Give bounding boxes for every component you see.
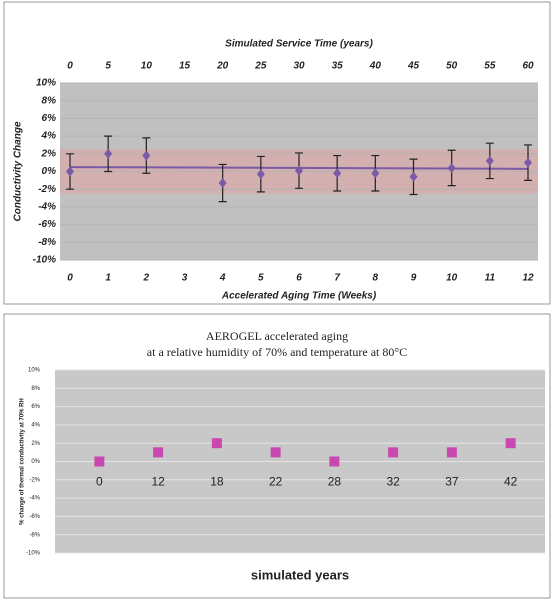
x-tick-label: 12	[151, 475, 165, 489]
x-tick-label: 0	[67, 273, 73, 284]
x2-tick-label: 55	[484, 61, 496, 72]
x2-axis-title: Simulated Service Time (years)	[225, 39, 373, 50]
x2-tick-label: 60	[522, 61, 534, 72]
chart-title: AEROGEL accelerated aging	[206, 329, 348, 343]
x2-tick-label: 50	[446, 61, 458, 72]
x2-tick-label: 35	[332, 61, 344, 72]
y-tick-label: -10%	[33, 255, 56, 266]
y-tick-label: 10%	[28, 368, 41, 374]
marker	[524, 157, 532, 168]
chart-subtitle: at a relative humidity of 70% and temper…	[147, 345, 407, 359]
y-tick-label: -6%	[38, 219, 56, 230]
x-tick-label: 5	[258, 273, 264, 284]
marker	[94, 456, 105, 467]
x2-tick-label: 15	[179, 61, 191, 72]
y-tick-label: -4%	[29, 496, 40, 502]
marker	[104, 148, 113, 159]
x-tick-label: 37	[445, 475, 459, 489]
y-tick-label: 2%	[41, 148, 57, 159]
x-tick-label: 6	[296, 273, 302, 284]
marker	[256, 169, 265, 180]
y-tick-label: 0%	[42, 166, 57, 177]
marker	[388, 447, 399, 458]
marker	[295, 165, 303, 176]
y-tick-label: 4%	[41, 131, 57, 142]
x-tick-label: 22	[269, 475, 283, 489]
x-tick-label: 11	[485, 273, 496, 284]
y-tick-label: 10%	[36, 78, 56, 89]
x2-tick-label: 0	[67, 61, 73, 72]
marker	[211, 438, 222, 449]
x-tick-label: 10	[446, 273, 458, 284]
x-tick-label: 2	[143, 273, 150, 284]
marker	[142, 150, 151, 161]
marker	[66, 166, 74, 177]
x-tick-label: 4	[219, 273, 226, 284]
y-tick-label: 8%	[31, 386, 40, 392]
y-tick-label: -8%	[38, 237, 56, 248]
x2-tick-label: 5	[105, 61, 111, 72]
x-tick-label: 32	[386, 475, 400, 489]
x2-tick-label: 20	[216, 61, 229, 72]
x-tick-label: 0	[96, 475, 103, 489]
marker	[329, 456, 340, 467]
x2-tick-label: 10	[141, 61, 153, 72]
x-axis-title: simulated years	[251, 567, 349, 582]
marker	[371, 168, 380, 179]
x-tick-label: 1	[105, 273, 111, 284]
y-tick-label: 2%	[31, 441, 40, 447]
x-tick-label: 3	[182, 273, 188, 284]
x-tick-label: 7	[334, 273, 340, 284]
marker	[333, 168, 342, 179]
marker	[505, 438, 516, 449]
marker	[446, 447, 457, 458]
y-tick-label: 4%	[31, 422, 40, 428]
y-tick-label: -10%	[26, 551, 41, 557]
y-tick-label: -8%	[29, 532, 40, 538]
x2-tick-label: 45	[407, 61, 420, 72]
x-tick-label: 28	[328, 475, 342, 489]
y-tick-label: -2%	[38, 184, 56, 195]
y-tick-label: -2%	[29, 477, 40, 483]
marker	[270, 447, 281, 458]
marker	[485, 155, 494, 166]
y-tick-label: 8%	[42, 95, 57, 106]
y-tick-label: 0%	[31, 459, 40, 465]
x-tick-label: 18	[210, 475, 224, 489]
y-axis-title: % change of thermal conductivity at 70% …	[20, 398, 26, 525]
x2-tick-label: 30	[293, 61, 305, 72]
y-tick-label: 6%	[31, 404, 40, 410]
marker	[153, 447, 164, 458]
x-tick-label: 8	[373, 273, 379, 284]
x-tick-label: 9	[411, 273, 417, 284]
x-tick-label: 12	[522, 273, 534, 284]
y-tick-label: -6%	[29, 514, 40, 520]
x-axis-title: Accelerated Aging Time (Weeks)	[221, 291, 377, 302]
marker	[218, 178, 227, 189]
marker	[409, 171, 418, 182]
y-tick-label: -4%	[38, 202, 56, 213]
y-axis-title: Conductivity Change	[13, 121, 24, 221]
marker	[447, 162, 456, 173]
y-tick-label: 6%	[42, 113, 57, 124]
x2-tick-label: 40	[369, 61, 382, 72]
x-tick-label: 42	[504, 475, 518, 489]
x2-tick-label: 25	[254, 61, 267, 72]
